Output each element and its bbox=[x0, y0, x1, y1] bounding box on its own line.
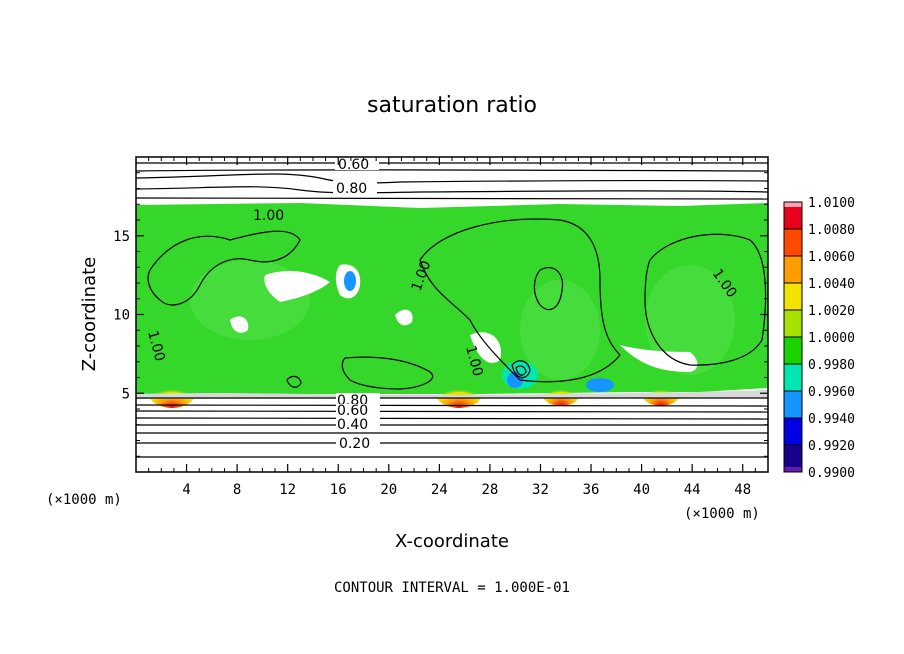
y-tick-label: 10 bbox=[113, 308, 130, 324]
colorbar-swatch bbox=[784, 418, 802, 445]
y-axis-ticks: 5 10 15 bbox=[113, 172, 768, 457]
x-unit-right: (×1000 m) bbox=[684, 506, 760, 522]
contour-label: 1.00 bbox=[253, 208, 284, 224]
colorbar-cap-top bbox=[784, 202, 802, 207]
x-tick-label: 20 bbox=[380, 482, 397, 498]
colorbar-swatch bbox=[784, 310, 802, 337]
x-tick-label: 24 bbox=[431, 482, 448, 498]
chart-title: saturation ratio bbox=[367, 93, 537, 118]
contour-label: 0.20 bbox=[339, 436, 370, 452]
field-layer bbox=[136, 157, 768, 472]
colorbar-label: 1.0020 bbox=[808, 304, 855, 319]
y-axis-label: Z-coordinate bbox=[79, 257, 100, 372]
x-tick-label: 36 bbox=[583, 482, 600, 498]
x-axis-label: X-coordinate bbox=[395, 531, 509, 552]
x-tick-label: 16 bbox=[330, 482, 347, 498]
x-tick-label: 8 bbox=[233, 482, 241, 498]
y-tick-label: 5 bbox=[122, 386, 130, 402]
colorbar-swatch bbox=[784, 229, 802, 256]
colorbar-label: 1.0080 bbox=[808, 223, 855, 238]
colorbar-label: 0.9980 bbox=[808, 358, 855, 373]
x-tick-label: 4 bbox=[182, 482, 190, 498]
contour-label: 0.40 bbox=[337, 417, 368, 433]
contour-label: 1.00 bbox=[144, 329, 168, 363]
cloud-region bbox=[136, 203, 768, 394]
contour-label: 0.60 bbox=[337, 403, 368, 419]
colorbar-swatch bbox=[784, 256, 802, 283]
colorbar-swatch bbox=[784, 283, 802, 310]
x-tick-label: 32 bbox=[532, 482, 549, 498]
x-tick-label: 48 bbox=[734, 482, 751, 498]
x-unit-left: (×1000 m) bbox=[46, 492, 122, 508]
colorbar-swatch bbox=[784, 364, 802, 391]
colorbar-swatch bbox=[784, 445, 802, 472]
colorbar-cap-bottom bbox=[784, 467, 802, 472]
x-tick-label: 44 bbox=[684, 482, 701, 498]
x-tick-label: 12 bbox=[279, 482, 296, 498]
x-tick-label: 40 bbox=[633, 482, 650, 498]
colorbar-swatch bbox=[784, 207, 802, 229]
contour-label: 1.00 bbox=[462, 344, 486, 378]
dry-pocket bbox=[264, 270, 330, 302]
contour-interval-note: CONTOUR INTERVAL = 1.000E-01 bbox=[334, 580, 570, 596]
colorbar-swatch bbox=[784, 391, 802, 418]
y-tick-label: 15 bbox=[113, 229, 130, 245]
colorbar-label: 0.9940 bbox=[808, 412, 855, 427]
colorbar-label: 0.9960 bbox=[808, 385, 855, 400]
colorbar-label: 1.0100 bbox=[808, 196, 855, 211]
colorbar-label: 0.9920 bbox=[808, 439, 855, 454]
colorbar-label: 1.0000 bbox=[808, 331, 855, 346]
contour-label: 0.60 bbox=[338, 157, 369, 173]
x-axis-ticks: 4 8 12 16 20 24 28 32 36 40 44 48 bbox=[148, 157, 756, 498]
x-tick-label: 28 bbox=[481, 482, 498, 498]
colorbar-label: 1.0060 bbox=[808, 250, 855, 265]
colorbar: 1.0100 1.0080 1.0060 1.0040 1.0020 1.0000 0.99… bbox=[783, 196, 855, 481]
colorbar-label: 0.9900 bbox=[808, 466, 855, 481]
colorbar-swatch bbox=[784, 337, 802, 364]
colorbar-label: 1.0040 bbox=[808, 277, 855, 292]
contour-label: 0.80 bbox=[336, 181, 367, 197]
